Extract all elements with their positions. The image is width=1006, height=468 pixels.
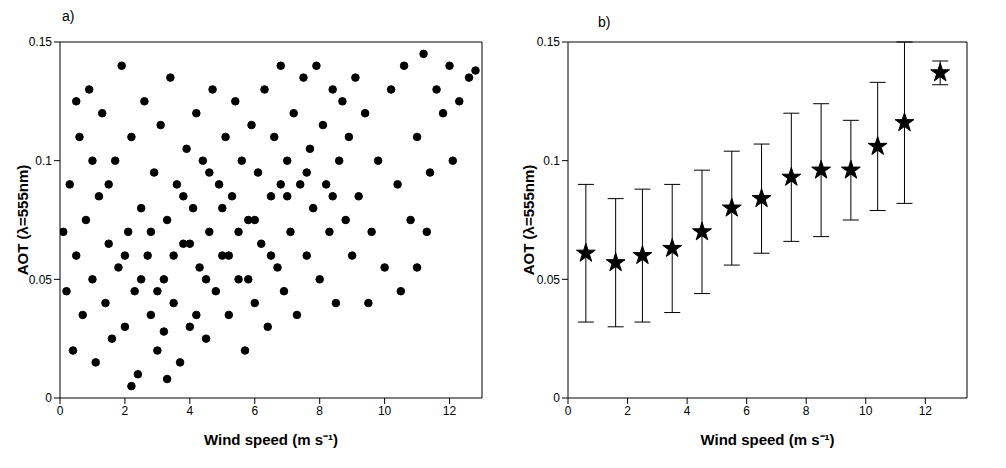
svg-text:0.05: 0.05 [29, 273, 53, 287]
svg-text:4: 4 [187, 404, 194, 418]
svg-text:10: 10 [378, 404, 392, 418]
svg-text:AOT (λ=555nm): AOT (λ=555nm) [14, 165, 31, 275]
svg-text:8: 8 [803, 404, 810, 418]
svg-text:0.15: 0.15 [29, 35, 53, 49]
svg-text:4: 4 [684, 404, 691, 418]
svg-text:2: 2 [624, 404, 631, 418]
svg-text:0.05: 0.05 [537, 273, 561, 287]
svg-text:0.1: 0.1 [543, 154, 560, 168]
svg-text:0: 0 [553, 391, 560, 405]
svg-text:10: 10 [859, 404, 873, 418]
svg-text:6: 6 [743, 404, 750, 418]
svg-text:6: 6 [251, 404, 258, 418]
svg-text:2: 2 [122, 404, 129, 418]
svg-text:8: 8 [316, 404, 323, 418]
svg-text:0: 0 [57, 404, 64, 418]
svg-text:0: 0 [565, 404, 572, 418]
html-text:b): b) [598, 14, 611, 30]
svg-text:AOT (λ=555nm): AOT (λ=555nm) [520, 165, 537, 275]
html-text:a): a) [62, 8, 75, 24]
svg-text:Wind speed (m s⁻¹): Wind speed (m s⁻¹) [700, 431, 834, 448]
svg-text:0.15: 0.15 [537, 35, 561, 49]
svg-text:12: 12 [919, 404, 933, 418]
svg-text:Wind speed (m s⁻¹): Wind speed (m s⁻¹) [204, 431, 338, 448]
svg-text:0.1: 0.1 [35, 154, 52, 168]
svg-text:0: 0 [45, 391, 52, 405]
svg-text:12: 12 [443, 404, 457, 418]
